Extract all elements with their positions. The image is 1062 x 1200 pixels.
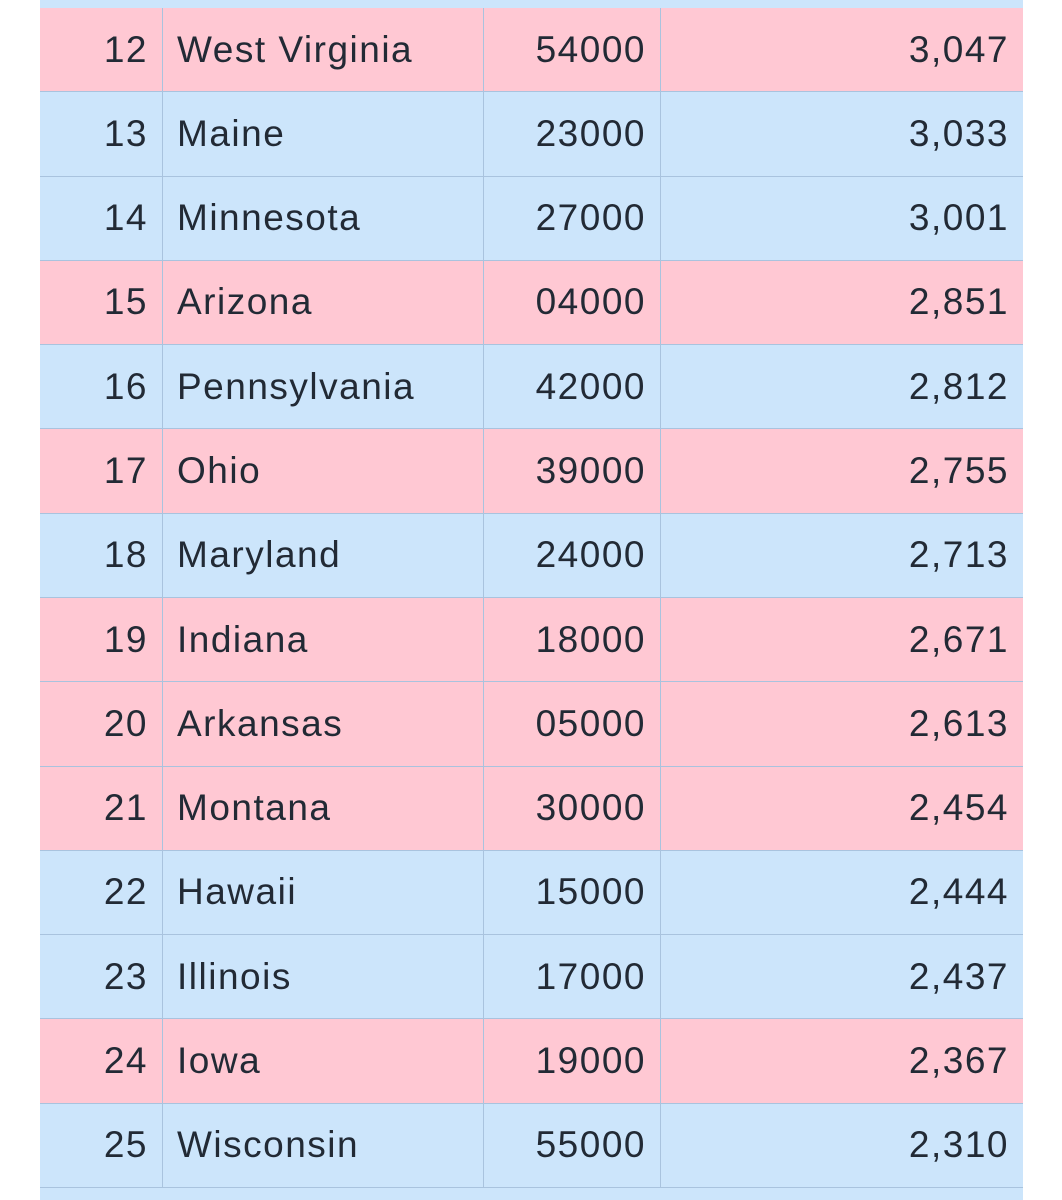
rank-cell: 20 <box>40 682 163 766</box>
rank-cell: 25 <box>40 1103 163 1187</box>
code-cell: 04000 <box>484 260 661 345</box>
table-row: 18 Maryland 24000 2,713 <box>40 513 1023 598</box>
code-cell: 17000 <box>484 935 661 1019</box>
rank-cell: 17 <box>40 429 163 513</box>
value-cell: 3,047 <box>908 28 1009 70</box>
state-cell: Ohio <box>163 429 484 513</box>
code-cell: 24000 <box>484 513 661 597</box>
partial-row <box>40 1188 1023 1200</box>
table-row: 12 West Virginia 54000 3,047 <box>40 8 1023 93</box>
table-row: 16 Pennsylvania 42000 2,812 <box>40 345 1023 430</box>
code-cell: 30000 <box>484 766 661 850</box>
code-cell: 42000 <box>484 345 661 429</box>
rank-cell: 13 <box>40 92 163 176</box>
state-cell: Maine <box>163 92 484 176</box>
rank-cell: 24 <box>40 1019 163 1103</box>
value-cell: 2,613 <box>908 702 1009 744</box>
code-cell: 18000 <box>484 598 661 682</box>
partial-row <box>40 0 1023 8</box>
table-row: 21 Montana 30000 2,454 <box>40 766 1023 851</box>
rank-cell: 23 <box>40 935 163 1019</box>
table-row: 24 Iowa 19000 2,367 <box>40 1019 1023 1104</box>
code-cell: 19000 <box>484 1019 661 1103</box>
state-cell: Maryland <box>163 513 484 597</box>
table-row: 22 Hawaii 15000 2,444 <box>40 850 1023 936</box>
state-cell: Indiana <box>163 598 484 682</box>
value-cell: 2,444 <box>908 871 1009 913</box>
code-cell: 27000 <box>484 176 661 260</box>
table-row: 23 Illinois 17000 2,437 <box>40 935 1023 1020</box>
code-cell: 39000 <box>484 429 661 513</box>
value-cell: 2,851 <box>908 281 1009 323</box>
rank-cell: 16 <box>40 345 163 429</box>
state-cell: Illinois <box>163 935 484 1019</box>
code-cell: 15000 <box>484 850 661 935</box>
state-cell: Arkansas <box>163 682 484 766</box>
value-cell: 2,755 <box>908 450 1009 492</box>
value-cell: 2,454 <box>908 787 1009 829</box>
table-row: 15 Arizona 04000 2,851 <box>40 260 1023 346</box>
table-row: 25 Wisconsin 55000 2,310 <box>40 1103 1023 1188</box>
table-row: 17 Ohio 39000 2,755 <box>40 429 1023 514</box>
state-cell: Wisconsin <box>163 1103 484 1187</box>
rank-cell: 21 <box>40 766 163 850</box>
code-cell: 05000 <box>484 682 661 766</box>
state-cell: Montana <box>163 766 484 850</box>
rank-cell: 22 <box>40 850 163 935</box>
state-cell: Pennsylvania <box>163 345 484 429</box>
state-cell: Minnesota <box>163 176 484 260</box>
value-cell: 2,367 <box>908 1040 1009 1082</box>
rank-cell: 12 <box>40 8 163 92</box>
code-cell: 23000 <box>484 92 661 176</box>
state-cell: Arizona <box>163 260 484 345</box>
state-cell: Hawaii <box>163 850 484 935</box>
value-cell: 2,812 <box>908 365 1009 407</box>
table-row: 13 Maine 23000 3,033 <box>40 92 1023 177</box>
value-cell: 2,713 <box>908 534 1009 576</box>
value-cell: 3,033 <box>908 112 1009 154</box>
rank-cell: 15 <box>40 260 163 345</box>
code-cell: 54000 <box>484 8 661 92</box>
rank-cell: 18 <box>40 513 163 597</box>
value-cell: 2,671 <box>908 618 1009 660</box>
rank-cell: 14 <box>40 176 163 260</box>
table-row: 14 Minnesota 27000 3,001 <box>40 176 1023 261</box>
code-cell: 55000 <box>484 1103 661 1187</box>
rank-cell: 19 <box>40 598 163 682</box>
table-row: 19 Indiana 18000 2,671 <box>40 598 1023 683</box>
value-cell: 3,001 <box>908 197 1009 239</box>
table-row: 20 Arkansas 05000 2,613 <box>40 682 1023 767</box>
value-cell: 2,437 <box>908 955 1009 997</box>
state-cell: West Virginia <box>163 8 484 92</box>
value-cell: 2,310 <box>908 1124 1009 1166</box>
state-cell: Iowa <box>163 1019 484 1103</box>
